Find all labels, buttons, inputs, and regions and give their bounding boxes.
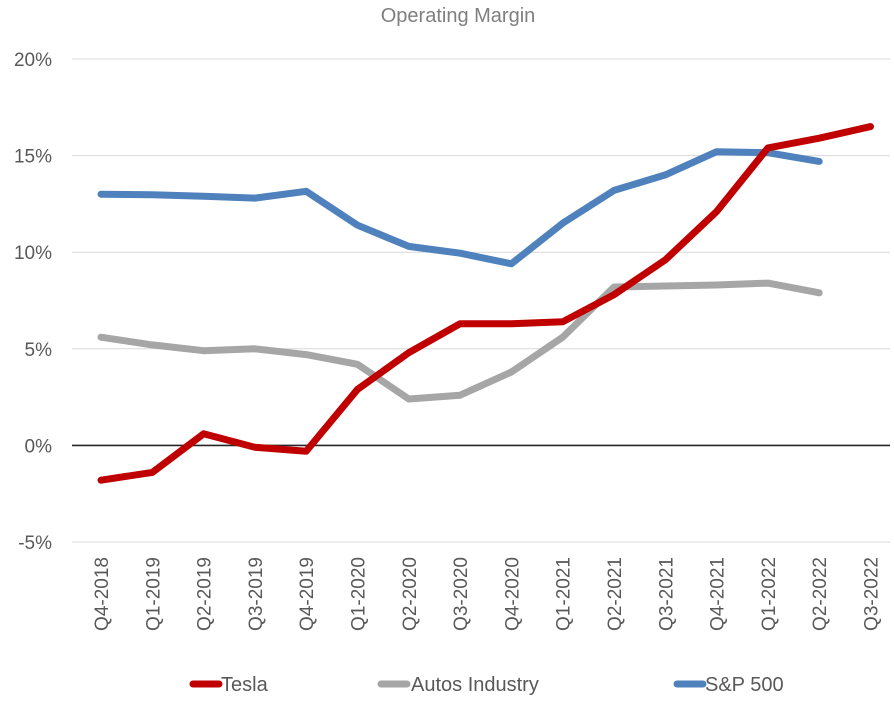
x-tick-label: Q1-2021 xyxy=(554,557,575,631)
x-tick-label: Q4-2019 xyxy=(297,557,318,631)
y-tick-label: 15% xyxy=(14,147,52,168)
x-tick-label: Q3-2022 xyxy=(862,557,883,631)
x-tick-label: Q1-2020 xyxy=(349,557,370,631)
legend-label-s-p-500: S&P 500 xyxy=(705,674,784,696)
x-tick-label: Q1-2022 xyxy=(759,557,780,631)
series-line-tesla xyxy=(97,123,874,484)
y-tick-label: 0% xyxy=(25,436,53,457)
x-tick-label: Q2-2020 xyxy=(400,557,421,631)
x-tick-label: Q3-2021 xyxy=(656,557,677,631)
series-lines xyxy=(97,123,874,484)
x-tick-label: Q2-2021 xyxy=(605,557,626,631)
x-tick-label: Q3-2019 xyxy=(246,557,267,631)
x-tick-label: Q4-2020 xyxy=(502,557,523,631)
legend-label-tesla: Tesla xyxy=(221,674,269,696)
x-tick-label: Q3-2020 xyxy=(451,557,472,631)
y-tick-label: 20% xyxy=(14,50,52,71)
y-tick-label: -5% xyxy=(18,533,52,554)
series-line-s-p-500 xyxy=(97,148,823,268)
legend-label-autos-industry: Autos Industry xyxy=(411,674,539,696)
chart-title: Operating Margin xyxy=(381,5,536,27)
series-line-autos-industry xyxy=(97,279,823,403)
x-tick-label: Q2-2022 xyxy=(810,557,831,631)
legend: Tesla Autos Industry S&P 500 xyxy=(189,674,784,696)
y-tick-label: 5% xyxy=(25,340,53,361)
y-axis-tick-labels: -5% 0% 5% 10% 15% 20% xyxy=(14,50,52,554)
gridlines xyxy=(72,58,890,543)
x-tick-label: Q4-2021 xyxy=(708,557,729,631)
x-tick-label: Q4-2018 xyxy=(92,557,113,631)
x-tick-label: Q1-2019 xyxy=(143,557,164,631)
y-tick-label: 10% xyxy=(14,243,52,264)
x-tick-label: Q2-2019 xyxy=(195,557,216,631)
x-axis-tick-labels: Q4-2018 Q1-2019 Q2-2019 Q3-2019 Q4-2019 Q1-20… xyxy=(92,557,883,631)
